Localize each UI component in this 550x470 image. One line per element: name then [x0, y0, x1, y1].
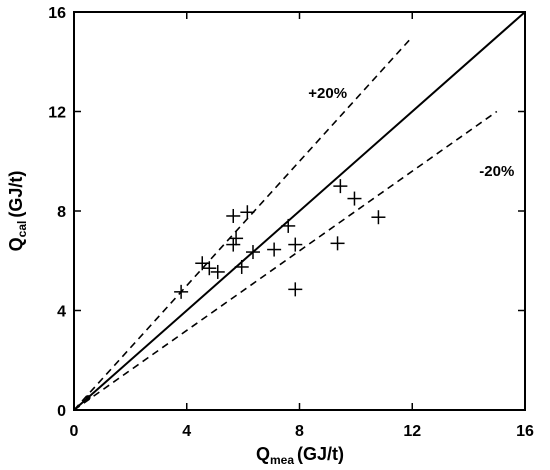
bound-label: -20% — [479, 163, 514, 180]
bound-line — [73, 36, 413, 411]
data-point — [226, 237, 241, 252]
reference-lines — [73, 11, 526, 411]
y-tick-label: 0 — [57, 403, 66, 420]
bound-label: +20% — [308, 85, 347, 102]
y-tick-label: 16 — [48, 5, 66, 22]
bound-line — [73, 110, 498, 411]
data-point — [202, 261, 217, 276]
data-point — [229, 231, 244, 246]
x-tick-label: 4 — [182, 423, 191, 440]
data-point — [240, 205, 255, 220]
data-point — [195, 256, 210, 271]
data-point — [174, 284, 189, 299]
y-axis-title-unit: (GJ/t) — [6, 171, 26, 218]
parity-line — [73, 11, 526, 411]
data-point — [226, 208, 241, 223]
y-axis-title: Qcal (GJ/t) — [6, 171, 29, 252]
y-axis-title-sub: cal — [15, 221, 29, 238]
annotations: +20% -20% — [308, 85, 514, 180]
data-point — [288, 237, 303, 252]
x-tick-label: 8 — [295, 423, 304, 440]
x-axis-title-sub: mea — [270, 453, 294, 467]
x-tick-label: 0 — [70, 423, 79, 440]
x-axis-title: Qmea (GJ/t) — [256, 444, 344, 467]
y-tick-label: 4 — [57, 304, 66, 321]
data-point — [281, 218, 296, 233]
data-point — [288, 282, 303, 297]
data-point — [347, 191, 362, 206]
data-point — [245, 245, 260, 260]
y-axis-title-main: Q — [6, 237, 26, 251]
origin-marker — [85, 395, 91, 401]
tick-labels: 0 4 8 12 16 0 4 8 12 16 — [48, 5, 534, 440]
y-tick-label: 8 — [57, 204, 66, 221]
y-tick-label: 12 — [48, 105, 66, 122]
tick-marks — [73, 11, 526, 411]
axis-titles: Qmea (GJ/t)Qcal(GJ/t) — [6, 171, 344, 467]
data-points — [174, 179, 386, 299]
data-point — [333, 179, 348, 194]
data-point — [210, 264, 225, 279]
x-axis-title-main: Q — [256, 444, 270, 464]
data-point — [330, 236, 345, 251]
data-point — [371, 210, 386, 225]
x-tick-label: 12 — [403, 423, 421, 440]
x-tick-label: 16 — [516, 423, 534, 440]
data-point — [267, 242, 282, 257]
data-point — [234, 259, 249, 274]
x-axis-title-unit: (GJ/t) — [297, 444, 344, 464]
